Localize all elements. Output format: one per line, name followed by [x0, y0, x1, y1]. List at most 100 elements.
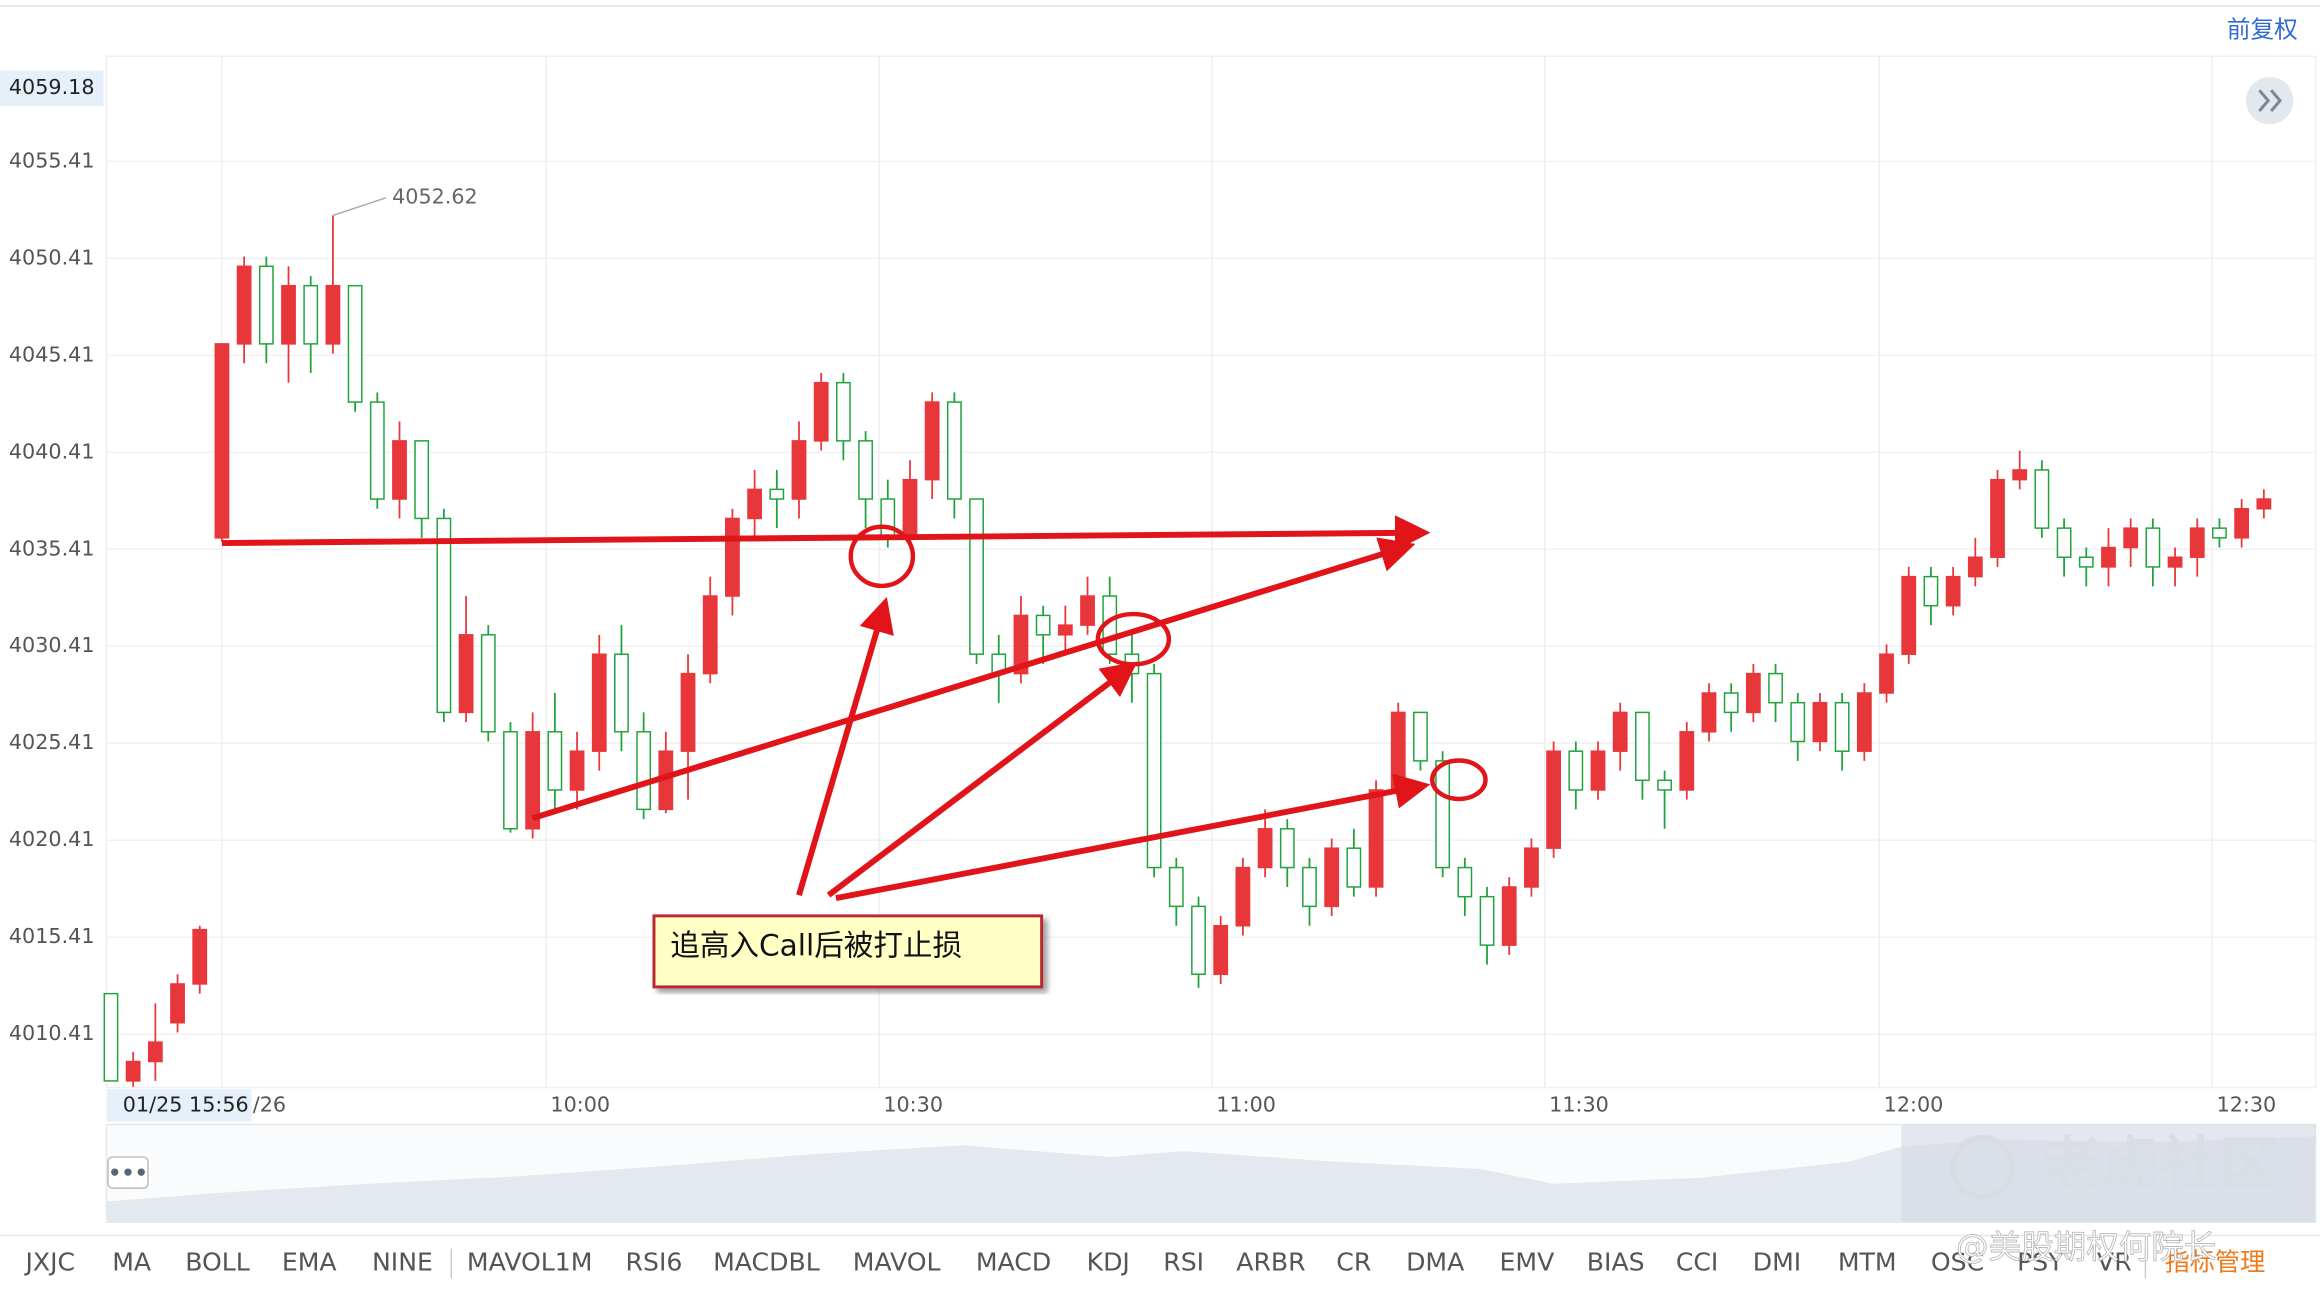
- candle-body: [747, 488, 763, 520]
- candle-body: [725, 517, 740, 597]
- candle-body: [1657, 779, 1672, 791]
- x-tick-label: 11:30: [1549, 1092, 1609, 1116]
- candle-body: [1701, 692, 1717, 733]
- candle-body: [1568, 750, 1584, 791]
- candle-body: [835, 381, 851, 442]
- candle-body: [503, 731, 518, 830]
- candle-body: [2012, 469, 2028, 481]
- indicator-tab[interactable]: RSI6: [626, 1248, 683, 1277]
- y-tick-label: 4030.41: [9, 633, 95, 657]
- crosshair-time: 01/25 15:56: [123, 1092, 249, 1116]
- candle-body: [1546, 750, 1562, 849]
- y-tick-label: 4020.41: [9, 827, 95, 851]
- x-tick-label: 10:30: [883, 1092, 943, 1116]
- indicator-tab[interactable]: DMI: [1753, 1248, 1801, 1277]
- candle-body: [1524, 847, 1539, 888]
- x-tick-label: 11:00: [1216, 1092, 1276, 1116]
- candle-body: [1612, 711, 1628, 752]
- navigator-button-icon: •••: [108, 1160, 148, 1184]
- indicator-tab[interactable]: MACDBL: [713, 1248, 820, 1277]
- candle-body: [1679, 731, 1695, 791]
- max-label: 4052.62: [392, 185, 478, 209]
- circle: [1430, 758, 1488, 802]
- indicator-tab[interactable]: BOLL: [185, 1248, 250, 1277]
- candle-body: [1745, 672, 1761, 714]
- candle-body: [880, 498, 896, 539]
- indicator-tab[interactable]: RSI: [1163, 1248, 1204, 1277]
- indicator-tab[interactable]: EMV: [1500, 1248, 1555, 1277]
- adjust-label[interactable]: 前复权: [2227, 16, 2298, 44]
- indicator-tab[interactable]: PSY: [2017, 1248, 2064, 1277]
- candle-body: [2234, 508, 2250, 539]
- candle-body: [458, 634, 474, 714]
- candle-body: [591, 653, 607, 752]
- candle-body: [1368, 789, 1384, 888]
- candle-body: [2145, 527, 2161, 568]
- crosshair-price-box: [0, 70, 104, 106]
- candle-body: [614, 653, 629, 733]
- y-tick-label: 4040.41: [9, 439, 95, 463]
- candle-body: [192, 928, 208, 985]
- annotations: 追高入Call后被打止损: [221, 515, 1488, 989]
- indicator-tab[interactable]: CCI: [1676, 1248, 1719, 1277]
- collapse-icon: [2258, 89, 2282, 112]
- indicator-tab[interactable]: CR: [1336, 1248, 1371, 1277]
- candle-body: [1279, 828, 1295, 869]
- arrow: [531, 537, 1416, 822]
- candle-body: [236, 265, 252, 345]
- arrow: [835, 773, 1431, 902]
- arrow: [826, 661, 1138, 898]
- watermark-author: @美股期权何院长: [1956, 1228, 2216, 1266]
- indicator-tab[interactable]: BIAS: [1587, 1248, 1645, 1277]
- candle-body: [547, 731, 563, 791]
- candle-body: [2212, 527, 2227, 539]
- candle-body: [1013, 614, 1029, 675]
- indicator-tab[interactable]: EMA: [282, 1248, 337, 1277]
- indicator-tab[interactable]: 指标管理: [2165, 1248, 2266, 1277]
- indicator-tab[interactable]: OSC: [1931, 1248, 1984, 1277]
- candle-body: [125, 1060, 141, 1082]
- indicator-tab[interactable]: DMA: [1406, 1248, 1464, 1277]
- indicator-tab[interactable]: NINE: [372, 1248, 433, 1277]
- y-tick-label: 4025.41: [9, 730, 95, 754]
- candle-body: [1302, 866, 1317, 908]
- indicator-tab[interactable]: KDJ: [1087, 1248, 1130, 1277]
- candle-body: [2256, 498, 2272, 510]
- x-tick-label: 10:00: [550, 1092, 610, 1116]
- candle-body: [1213, 925, 1229, 975]
- candle-body: [1945, 575, 1961, 607]
- indicator-tab[interactable]: JXJC: [24, 1248, 76, 1277]
- candle-body: [1324, 847, 1340, 908]
- y-tick-label: 4015.41: [9, 924, 95, 948]
- y-tick-label: 4050.41: [9, 245, 95, 269]
- crosshair-price: 4059.18: [9, 75, 95, 99]
- watermark: 老虎社区: [2042, 1130, 2279, 1199]
- candle-body: [1790, 701, 1806, 743]
- indicator-tab[interactable]: MAVOL1M: [467, 1248, 593, 1277]
- candle-body: [2056, 527, 2072, 558]
- candle-body: [480, 634, 496, 733]
- indicator-tab[interactable]: MACD: [976, 1248, 1051, 1277]
- navigator-area: [106, 1136, 2316, 1223]
- candle-body: [1390, 711, 1406, 791]
- indicator-tab[interactable]: ARBR: [1236, 1248, 1305, 1277]
- indicator-tab[interactable]: MAVOL: [853, 1248, 941, 1277]
- indicator-tab[interactable]: VR: [2097, 1248, 2132, 1277]
- y-tick-label: 4010.41: [9, 1021, 95, 1045]
- circle: [1095, 611, 1172, 667]
- indicator-tab[interactable]: MTM: [1838, 1248, 1897, 1277]
- callout-box: [652, 914, 1044, 989]
- candle-body: [2189, 527, 2205, 558]
- candle-body: [369, 401, 385, 500]
- candle-body: [170, 983, 185, 1024]
- candle-body: [1346, 847, 1362, 888]
- navigator-button[interactable]: [107, 1156, 149, 1189]
- candle-body: [1257, 828, 1273, 869]
- candle-body: [1457, 866, 1473, 898]
- indicator-tab[interactable]: MA: [112, 1248, 151, 1277]
- candle-body: [1768, 672, 1783, 704]
- candle-body: [2123, 527, 2139, 549]
- candle-body: [1435, 760, 1451, 869]
